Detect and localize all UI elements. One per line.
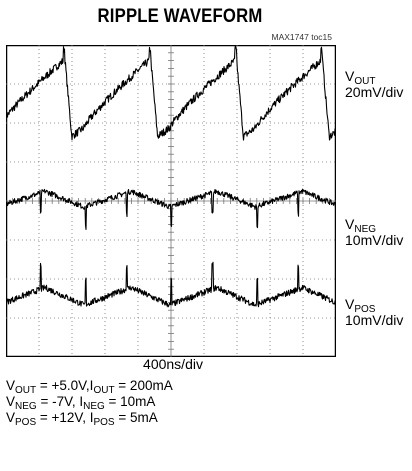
condition-line: VPOS = +12V, IPOS = 5mA [6,410,158,428]
channel-scale-vout: 20mV/div [345,84,404,100]
x-scale-label: 400ns/div [143,356,203,372]
trace-vneg [6,188,336,230]
channel-label-vpos: VPOS 10mV/div [345,296,404,328]
channel-label-vout: VOUT 20mV/div [345,68,404,100]
condition-line: VNEG = -7V, INEG = 10mA [6,394,156,412]
figure-code: MAX1747 toc15 [271,32,332,42]
condition-line: VOUT = +5.0V,IOUT = 200mA [6,378,173,396]
trace-vpos [6,261,336,308]
chart-title: RIPPLE WAVEFORM [97,6,263,27]
channel-label-vneg: VNEG 10mV/div [345,216,404,248]
channel-scale-vpos: 10mV/div [345,312,404,328]
channel-scale-vneg: 10mV/div [345,232,404,248]
trace-vout [6,45,336,141]
oscilloscope-plot [6,45,336,357]
